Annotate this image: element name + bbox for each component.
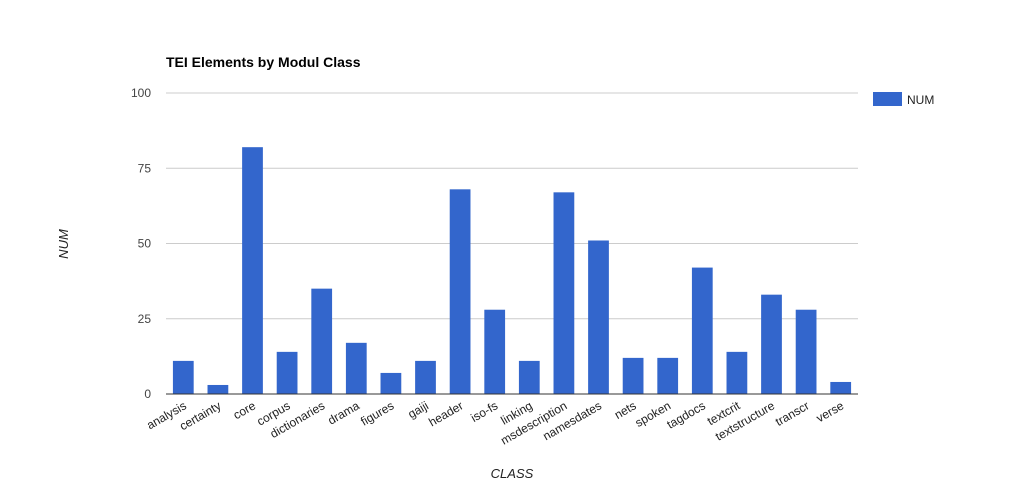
y-tick-label: 25	[138, 312, 152, 326]
bar-namesdates	[588, 240, 609, 394]
bar-verse	[830, 381, 852, 394]
x-tick-label: iso-fs	[468, 398, 500, 424]
bar-textcrit	[726, 351, 748, 394]
bar-core	[242, 147, 263, 394]
y-tick-label: 0	[144, 387, 151, 401]
bar-dictionaries	[311, 288, 333, 394]
legend: NUM	[873, 92, 934, 107]
bar-corpus	[276, 351, 298, 394]
bar-header	[449, 189, 471, 394]
y-axis-title: NUM	[56, 229, 71, 259]
y-tick-label: 75	[138, 161, 152, 175]
bar-spoken	[657, 357, 679, 394]
x-tick-label: tagdocs	[664, 398, 707, 431]
x-tick-label: drama	[325, 398, 362, 427]
x-tick-label: transcr	[773, 398, 812, 428]
bar-tagdocs	[691, 267, 713, 394]
bar-nets	[622, 357, 644, 394]
bar-drama	[345, 342, 367, 394]
bar-certainty	[207, 384, 229, 394]
gridlines	[166, 92, 858, 320]
bar-textstructure	[761, 294, 782, 394]
x-tick-label: figures	[358, 398, 396, 428]
x-tick-label: core	[231, 398, 258, 422]
x-tick-label: verse	[814, 398, 847, 425]
y-axis-ticks: 0 25 50 75 100	[131, 86, 151, 401]
bar-linking	[518, 360, 540, 394]
y-tick-label: 50	[138, 237, 152, 251]
y-tick-label: 100	[131, 86, 151, 100]
x-tick-label: header	[426, 398, 465, 429]
bar-msdescription	[553, 192, 575, 394]
legend-swatch	[873, 92, 902, 106]
legend-label: NUM	[907, 93, 934, 107]
chart-title: TEI Elements by Modul Class	[166, 54, 361, 70]
bars	[172, 147, 852, 394]
bar-gaiji	[415, 360, 436, 394]
bar-transcr	[795, 309, 817, 394]
x-axis-title: CLASS	[491, 466, 534, 481]
bar-iso-fs	[484, 309, 506, 394]
bar-analysis	[172, 360, 194, 394]
bar-figures	[380, 372, 402, 394]
